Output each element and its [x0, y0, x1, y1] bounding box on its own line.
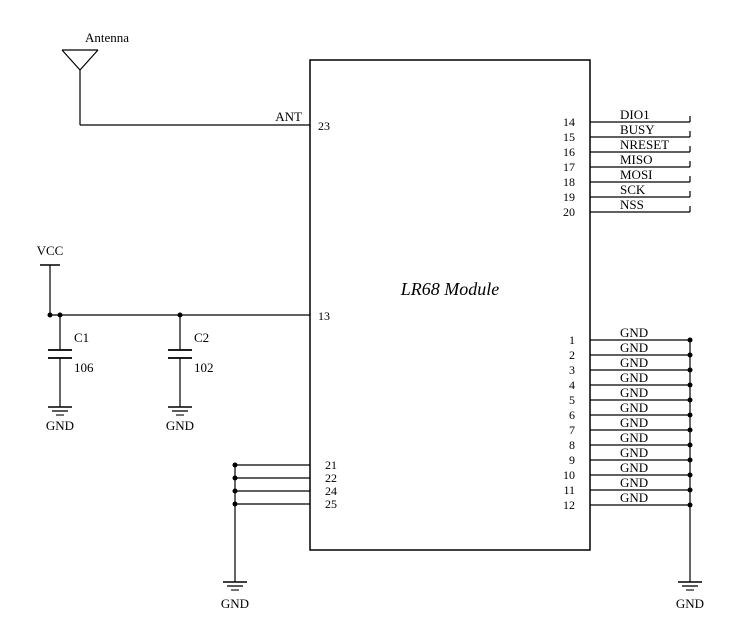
antenna-label: Antenna: [85, 30, 129, 45]
gnd-label-2: GND: [620, 340, 648, 355]
pin-8: 8: [569, 438, 575, 452]
sig-NRESET: NRESET: [620, 137, 669, 152]
pin-14: 14: [563, 115, 575, 129]
pin-16: 16: [563, 145, 575, 159]
pin-18: 18: [563, 175, 575, 189]
gnd-label-7: GND: [620, 415, 648, 430]
pin-17: 17: [563, 160, 575, 174]
gnd-label-4: GND: [620, 370, 648, 385]
pin-25: 25: [325, 497, 337, 511]
cap-gnd-0: GND: [46, 418, 74, 433]
gnd-label-1: GND: [620, 325, 648, 340]
pin-19: 19: [563, 190, 575, 204]
pin-10: 10: [563, 468, 575, 482]
right-gnd-label: GND: [676, 596, 704, 611]
vcc-label: VCC: [37, 243, 64, 258]
pin-9: 9: [569, 453, 575, 467]
pin-4: 4: [569, 378, 575, 392]
gnd-label-8: GND: [620, 430, 648, 445]
gnd-label-5: GND: [620, 385, 648, 400]
pin-24: 24: [325, 484, 337, 498]
pin-21: 21: [325, 458, 337, 472]
pin-6: 6: [569, 408, 575, 422]
canvas-bg: [0, 0, 750, 636]
gnd-label-6: GND: [620, 400, 648, 415]
pin-2: 2: [569, 348, 575, 362]
sig-MOSI: MOSI: [620, 167, 653, 182]
pin-1: 1: [569, 333, 575, 347]
ant-pin-label: ANT: [275, 109, 302, 124]
pin-12: 12: [563, 498, 575, 512]
cap-name-0: C1: [74, 330, 89, 345]
pin-15: 15: [563, 130, 575, 144]
gnd-label-11: GND: [620, 475, 648, 490]
pin-13: 13: [318, 309, 330, 323]
pin-5: 5: [569, 393, 575, 407]
cap-name-1: C2: [194, 330, 209, 345]
pin-22: 22: [325, 471, 337, 485]
sig-BUSY: BUSY: [620, 122, 655, 137]
cap-val-0: 106: [74, 360, 94, 375]
sig-MISO: MISO: [620, 152, 653, 167]
pin-11: 11: [563, 483, 575, 497]
pin-23: 23: [318, 119, 330, 133]
pin-7: 7: [569, 423, 575, 437]
sig-DIO1: DIO1: [620, 107, 650, 122]
module-name: LR68 Module: [400, 279, 500, 299]
gnd-label-12: GND: [620, 490, 648, 505]
gnd-label-10: GND: [620, 460, 648, 475]
sig-NSS: NSS: [620, 197, 644, 212]
sig-SCK: SCK: [620, 182, 646, 197]
gnd-label-9: GND: [620, 445, 648, 460]
gnd-label-3: GND: [620, 355, 648, 370]
pin-20: 20: [563, 205, 575, 219]
cap-gnd-1: GND: [166, 418, 194, 433]
cap-val-1: 102: [194, 360, 214, 375]
left-gnd-label: GND: [221, 596, 249, 611]
pin-3: 3: [569, 363, 575, 377]
